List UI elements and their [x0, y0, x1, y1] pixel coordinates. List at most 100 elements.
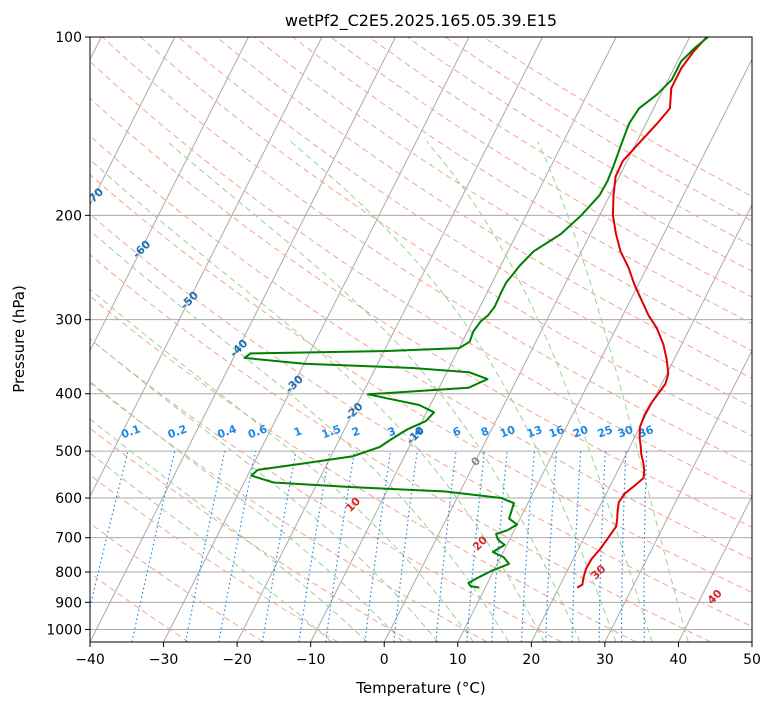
dry-adiabat-line — [90, 135, 752, 560]
mixing-ratio-line — [298, 451, 331, 642]
mixing-ratio-label: 20 — [571, 423, 590, 441]
isotherm-line — [383, 37, 691, 642]
background-lines — [90, 37, 752, 642]
isotherm-label: -10 — [404, 424, 427, 447]
y-tick-label: 1000 — [46, 622, 82, 638]
dry-adiabat-line — [90, 254, 712, 642]
y-tick-label: 500 — [55, 444, 82, 460]
mixing-ratio-label: 1 — [292, 424, 304, 439]
dry-adiabat-line — [90, 427, 413, 642]
moist-adiabat-line — [90, 452, 333, 642]
plot-frame — [89, 36, 753, 643]
isotherm-line — [236, 37, 544, 642]
moist-adiabat-line — [166, 140, 581, 642]
mixing-ratio-label: 13 — [525, 423, 544, 440]
isotherm-line — [163, 37, 470, 642]
moist-adiabat-line — [426, 140, 653, 642]
dry-adiabat-line — [90, 522, 264, 642]
isotherm-line — [751, 640, 752, 642]
isotherm-label: -50 — [178, 289, 201, 312]
dry-adiabat-line — [178, 37, 752, 408]
y-tick-label: 200 — [55, 208, 82, 224]
profile-series — [243, 37, 709, 589]
isotherm-line — [604, 349, 752, 642]
mixing-ratio-line — [491, 451, 508, 642]
dry-adiabat-line — [90, 474, 339, 642]
mixing-ratio-label: 0.1 — [119, 422, 142, 441]
mixing-ratio-label: 4 — [412, 424, 424, 439]
y-tick-label: 300 — [55, 313, 82, 329]
mixing-ratio-label: 16 — [547, 423, 566, 441]
y-tick-label: 400 — [55, 387, 82, 403]
dry-adiabat-line — [254, 37, 752, 352]
mixing-ratio-label: 0.4 — [216, 422, 239, 441]
moist-adiabat-line — [90, 288, 474, 642]
isotherm-line — [530, 203, 752, 642]
mixing-ratio-label: 36 — [637, 423, 656, 441]
dry-adiabat-label: 30 — [588, 562, 608, 582]
temperature-line — [576, 37, 708, 589]
dry-adiabat-line — [90, 295, 637, 642]
x-tick-label: −20 — [222, 652, 252, 668]
x-tick-label: 20 — [522, 652, 540, 668]
isotherm-label: -80 — [35, 135, 58, 158]
isotherm-label: -60 — [130, 238, 153, 261]
mixing-ratio-line — [571, 451, 582, 642]
mixing-ratio-label: 0.2 — [166, 422, 189, 441]
x-tick-label: 0 — [380, 652, 389, 668]
y-tick-label: 600 — [55, 491, 82, 507]
y-tick-label: 700 — [55, 531, 82, 547]
mixing-ratio-label: 1.5 — [320, 422, 343, 441]
mixing-ratio-line — [185, 450, 226, 642]
dry-adiabat-line — [90, 572, 189, 642]
dry-adiabat-line — [292, 37, 752, 325]
mixing-ratio-line — [598, 451, 606, 642]
isotherm-line — [677, 495, 752, 642]
mixing-ratio-label: 8 — [479, 424, 491, 439]
y-tick-label: 800 — [55, 565, 82, 581]
mixing-ratio-label: 10 — [498, 423, 517, 441]
dry-adiabat-line — [90, 60, 752, 497]
dry-adiabat-line — [101, 37, 752, 467]
y-tick-label: 100 — [55, 30, 82, 46]
dry-adiabat-label: 40 — [705, 587, 725, 607]
x-tick-label: 10 — [449, 652, 467, 668]
x-tick-label: −40 — [75, 652, 105, 668]
x-tick-label: −10 — [296, 652, 326, 668]
dry-adiabat-line — [90, 213, 752, 628]
isotherm-line — [90, 37, 323, 498]
mixing-ratio-line — [393, 451, 418, 642]
mixing-ratio-label: 6 — [451, 424, 463, 439]
mixing-ratio-line — [364, 451, 392, 642]
x-tick-label: 40 — [670, 652, 688, 668]
mixing-ratio-line — [545, 451, 558, 642]
isotherm-label: -90 — [0, 89, 8, 112]
dry-adiabat-line — [330, 37, 752, 298]
dewpoint-line — [243, 37, 709, 589]
moist-adiabat-line — [90, 380, 403, 642]
isotherm-line — [90, 37, 176, 207]
y-axis-title: Pressure (hPa) — [10, 285, 28, 393]
x-tick-label: −30 — [149, 652, 179, 668]
moist-adiabat-line — [90, 338, 439, 642]
isotherm-label: -20 — [342, 400, 365, 423]
isotherm-label: -70 — [83, 185, 106, 208]
moist-adiabat-line — [90, 158, 545, 642]
moist-adiabat-line — [290, 140, 617, 642]
mixing-ratio-line — [643, 451, 648, 642]
moist-adiabat-line — [537, 141, 689, 642]
dry-adiabat-line — [90, 97, 752, 528]
mixing-ratio-line — [325, 451, 356, 642]
isotherm-line — [90, 37, 396, 642]
dry-adiabat-line — [139, 37, 752, 437]
mixing-ratio-line — [261, 450, 297, 642]
x-axis-title: Temperature (°C) — [355, 679, 485, 697]
mixing-ratio-line — [218, 450, 257, 642]
mixing-ratio-label: 25 — [596, 423, 615, 440]
isotherm-line — [90, 37, 249, 352]
dry-adiabat-label: 20 — [470, 533, 490, 553]
x-tick-label: 50 — [743, 652, 761, 668]
mixing-ratio-label: 3 — [386, 424, 398, 439]
mixing-ratio-label: 0.6 — [246, 422, 269, 441]
